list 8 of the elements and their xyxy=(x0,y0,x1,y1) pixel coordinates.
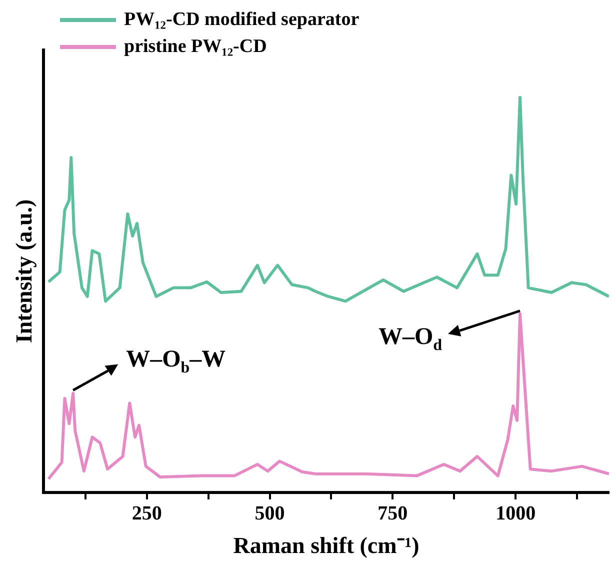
x-tick-label: 500 xyxy=(254,502,285,525)
legend-label: pristine PW₁₂-CD xyxy=(124,35,267,59)
x-tick-label: 250 xyxy=(132,502,162,525)
x-axis-title: Raman shift (cm⁻¹) xyxy=(233,533,420,558)
y-axis-title: Intensity (a.u.) xyxy=(12,199,37,344)
x-tick-label: 750 xyxy=(378,502,408,525)
x-tick-label: 1000 xyxy=(496,502,536,525)
legend-label: PW₁₂-CD modified separator xyxy=(124,8,360,32)
